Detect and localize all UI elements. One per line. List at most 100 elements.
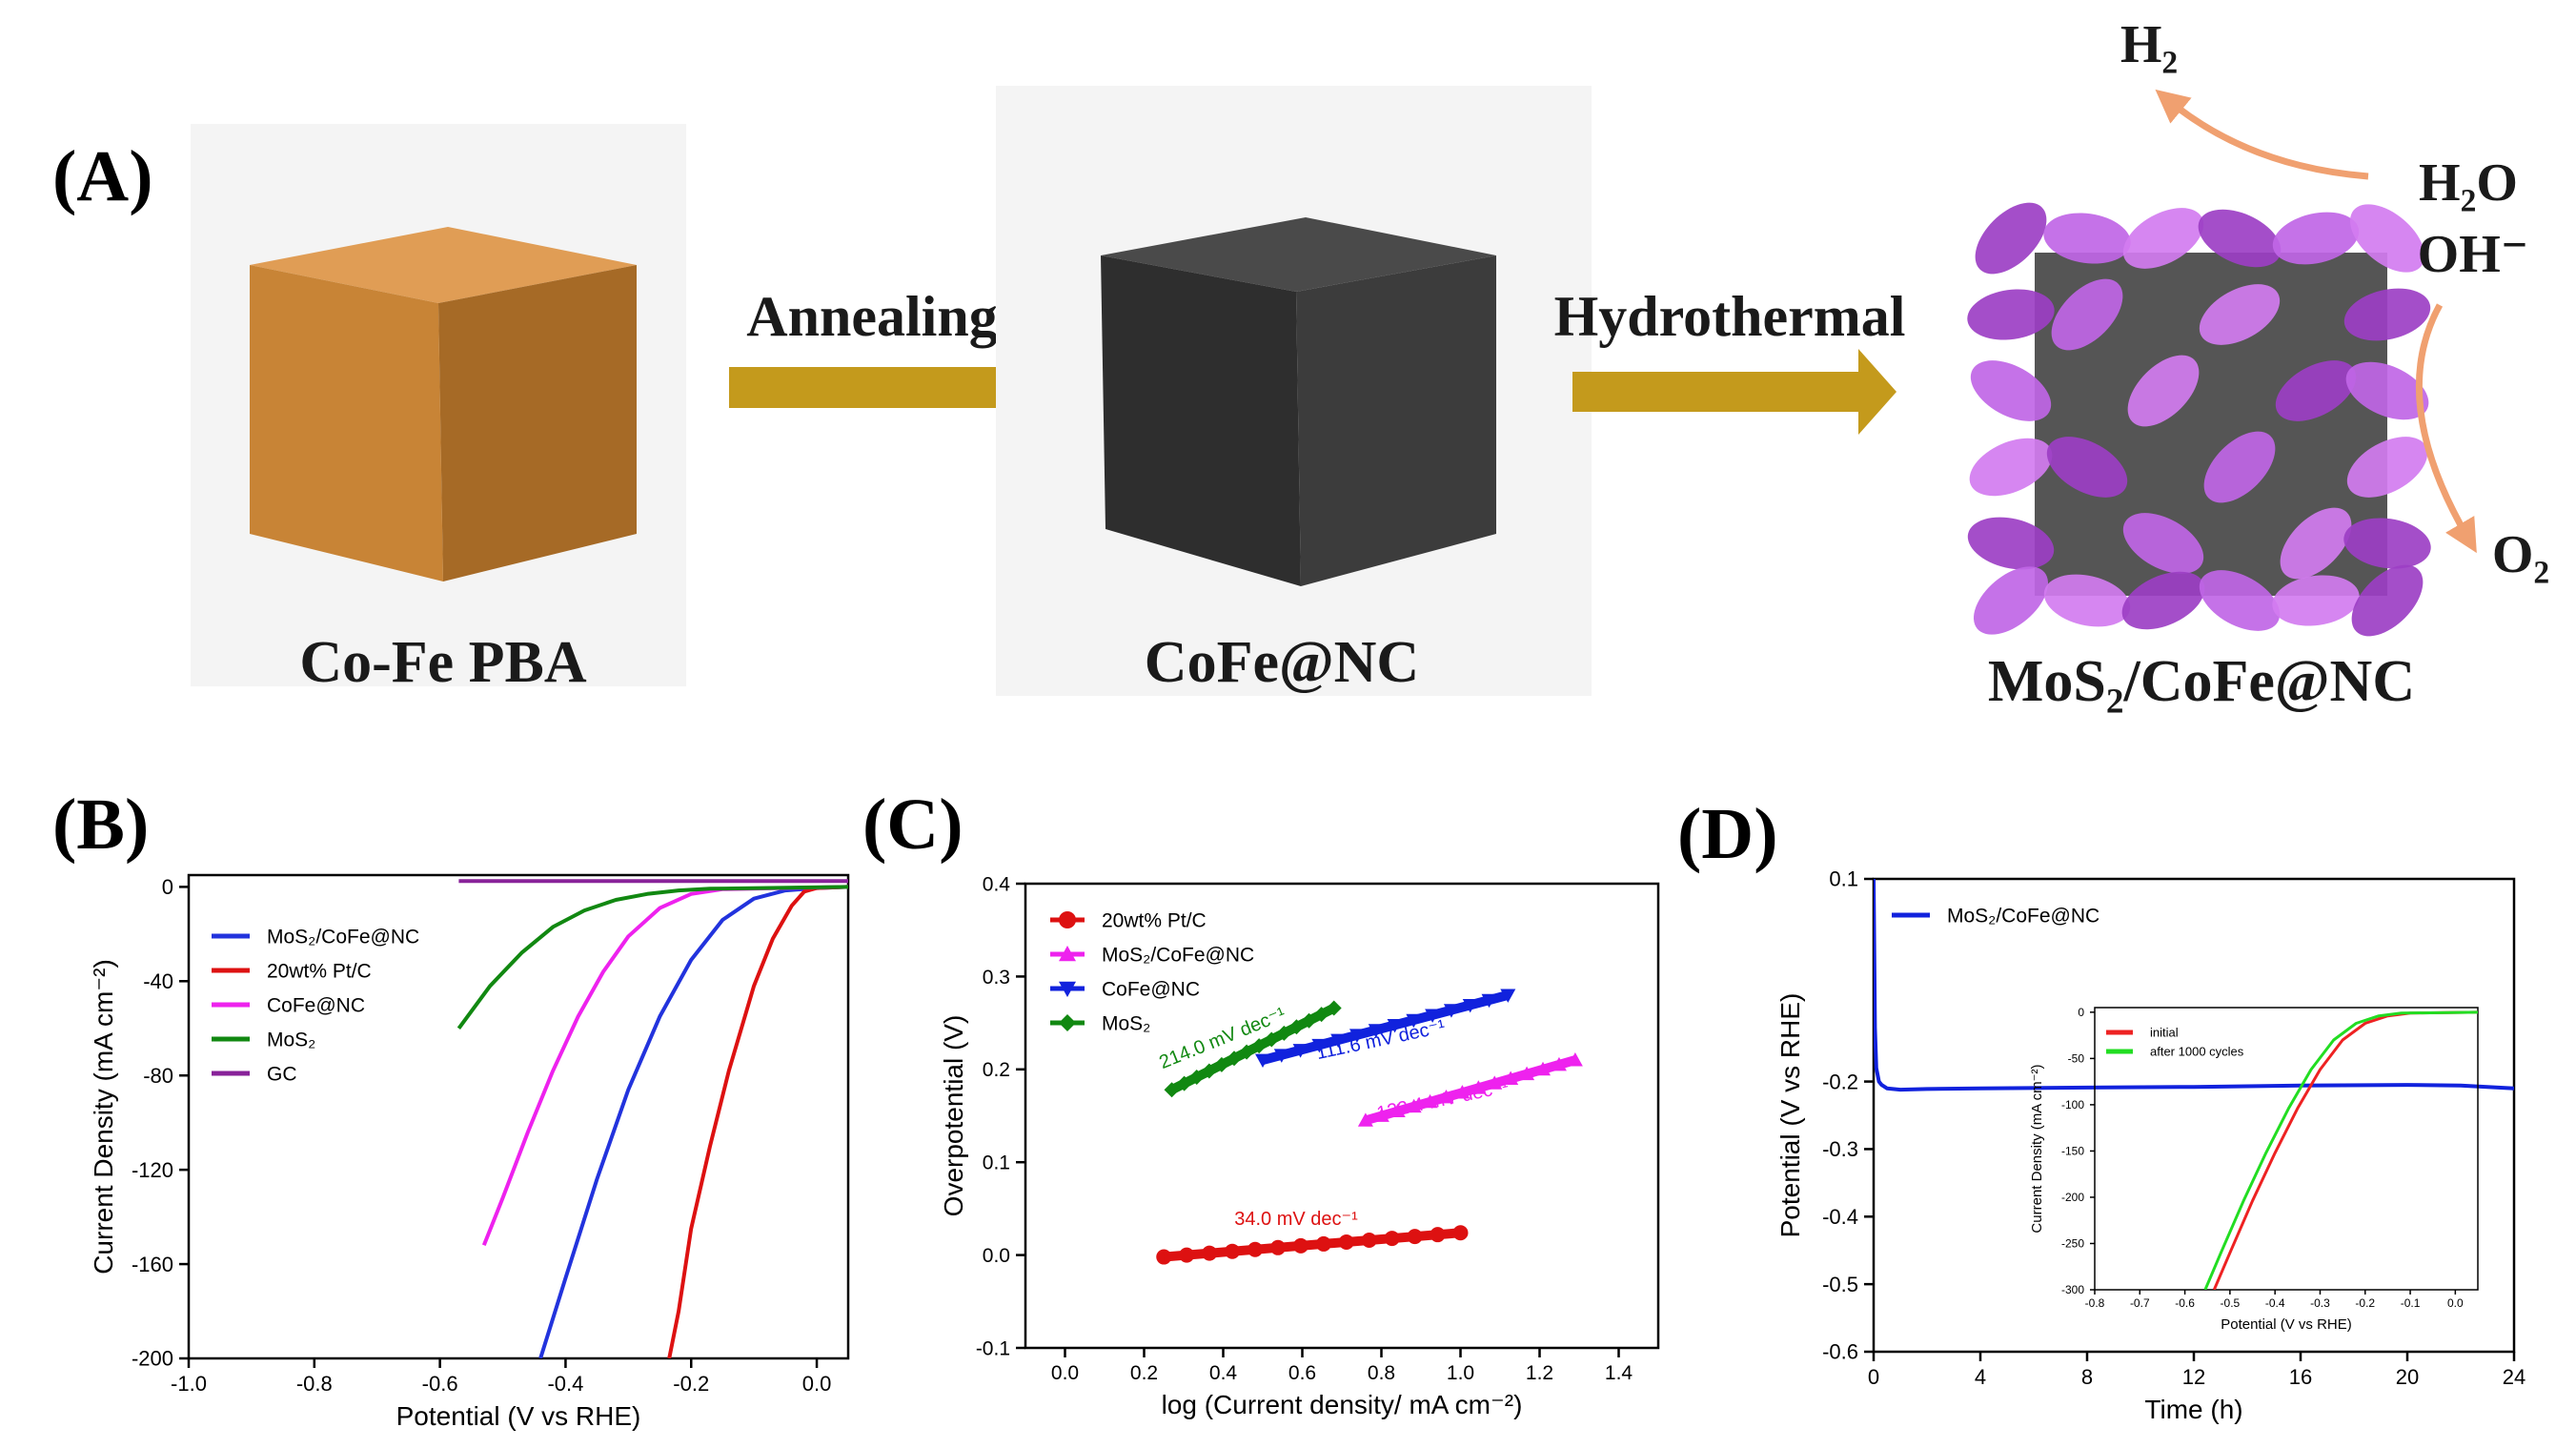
mos2-petal: [1973, 566, 2049, 635]
b-x-tick-label: -0.6: [422, 1372, 458, 1396]
d-x-tick-label: 24: [2503, 1365, 2525, 1389]
mos2-petal: [2272, 212, 2360, 265]
b-y-tick-label: -80: [143, 1064, 173, 1088]
h2o-label: H₂O: [2419, 153, 2518, 213]
mos2-petal: [2043, 574, 2131, 627]
c-fit-line-20wt-pt-c: [1163, 1228, 1461, 1262]
c-annotation-20wt-pt-c: 34.0 mV dec⁻¹: [1234, 1209, 1358, 1230]
b-x-tick-label: -0.4: [547, 1372, 583, 1396]
d-inset-x-tick-label: -0.2: [2355, 1296, 2375, 1310]
d-inset-x-tick-label: -0.7: [2130, 1296, 2150, 1310]
d-inset-x-tick-label: -0.5: [2221, 1296, 2241, 1310]
c-y-tick-label: 0.4: [983, 873, 1011, 895]
c-annotation-mos-cofe-nc: 122.4 mV dec⁻¹: [1375, 1076, 1511, 1125]
pba-cube: [191, 124, 686, 686]
b-x-tick-label: 0.0: [802, 1372, 832, 1396]
c-y-axis-label: Overpotential (V): [939, 1015, 968, 1217]
c-fit-line-mos-: [1169, 1004, 1336, 1094]
c-y-tick-label: 0.2: [983, 1059, 1010, 1081]
c-legend-label: 20wt% Pt/C: [1102, 910, 1207, 932]
b-x-tick-label: -0.8: [296, 1372, 333, 1396]
d-y-tick-label: -0.5: [1822, 1273, 1858, 1296]
c-x-tick-label: 0.6: [1288, 1362, 1316, 1384]
panel-c-label: (C): [862, 785, 963, 865]
b-y-tick-label: -200: [132, 1347, 173, 1371]
d-inset-x-tick-label: -0.4: [2265, 1296, 2285, 1310]
c-x-tick-label: 1.4: [1605, 1362, 1633, 1384]
d-inset-legend-label: after 1000 cycles: [2150, 1045, 2244, 1059]
b-series-cofe-nc: [481, 885, 848, 1247]
mos2-petal: [1969, 438, 2053, 497]
mos2-petal: [2199, 570, 2281, 631]
mos2-petal: [2343, 518, 2431, 569]
d-legend-label: MoS₂/CoFe@NC: [1947, 906, 2099, 928]
d-inset-series-after-1000-cycles: [2203, 1010, 2478, 1290]
d-inset-x-tick-label: -0.1: [2401, 1296, 2421, 1310]
mos2-petal: [2198, 209, 2282, 268]
b-legend-label: CoFe@NC: [267, 995, 365, 1017]
mos2-petal: [2051, 278, 2123, 351]
d-inset-y-tick-label: -50: [2068, 1052, 2085, 1066]
d-x-tick-label: 20: [2396, 1365, 2419, 1389]
c-x-tick-label: 0.4: [1209, 1362, 1238, 1384]
b-series-20wt-pt-c: [667, 885, 848, 1358]
c-y-tick-label: 0.0: [983, 1245, 1010, 1267]
d-x-tick-label: 16: [2289, 1365, 2312, 1389]
b-y-tick-label: -40: [143, 969, 173, 993]
c-x-tick-label: 1.0: [1447, 1362, 1474, 1384]
b-x-axis-label: Potential (V vs RHE): [396, 1401, 641, 1431]
d-inset-series-initial: [2212, 1010, 2478, 1290]
o2-arrow-icon: [2415, 303, 2477, 554]
b-legend-label: MoS₂/CoFe@NC: [267, 927, 419, 948]
mos2-cofe-structure: [1967, 202, 2431, 637]
c-plot-frame: [1024, 882, 1660, 1350]
d-inset-y-tick-label: -300: [2061, 1283, 2084, 1296]
d-y-tick-label: -0.3: [1822, 1137, 1858, 1161]
mos2-petal: [1967, 289, 2055, 340]
d-x-tick-label: 8: [2081, 1365, 2093, 1389]
panel-a: (A) Co-Fe PBA Annealing CoFe@NC Hydrothe…: [52, 15, 2549, 714]
c-y-tick-label: -0.1: [976, 1337, 1010, 1359]
cofe-label: CoFe@NC: [1145, 630, 1419, 695]
mos2-petal: [2343, 288, 2431, 341]
hydrothermal-label: Hydrothermal: [1554, 285, 1906, 348]
d-y-tick-label: -0.4: [1822, 1205, 1858, 1229]
mos2-petal: [2349, 204, 2425, 273]
mos2-petal: [2351, 564, 2424, 637]
d-series-mos-cofe-nc: [1874, 879, 2514, 1092]
d-inset-x-tick-label: 0.0: [2447, 1296, 2464, 1310]
d-y-tick-label: 0.1: [1829, 867, 1858, 891]
c-x-axis-label: log (Current density/ mA cm⁻²): [1162, 1390, 1523, 1419]
c-x-tick-label: 0.8: [1368, 1362, 1395, 1384]
b-x-tick-label: -0.2: [673, 1372, 709, 1396]
b-plot-frame: [187, 873, 850, 1360]
mos2-petal: [2127, 355, 2200, 427]
mos2-petal: [2345, 361, 2429, 420]
d-inset-y-tick-label: -150: [2061, 1145, 2084, 1158]
mos2-petal: [2122, 208, 2204, 269]
mos2-petal: [2275, 360, 2357, 421]
mos2-petal: [2043, 213, 2131, 264]
c-legend-label: CoFe@NC: [1102, 979, 1200, 1001]
annealing-label: Annealing: [746, 285, 997, 348]
c-y-tick-label: 0.1: [983, 1152, 1010, 1174]
b-series-mos-cofe-nc: [538, 885, 848, 1358]
d-inset-x-tick-label: -0.8: [2085, 1296, 2105, 1310]
d-x-axis-label: Time (h): [2144, 1395, 2242, 1424]
mos2-petal: [2272, 575, 2360, 626]
d-plot-frame: [1872, 877, 2516, 1354]
pba-label: Co-Fe PBA: [299, 630, 587, 695]
panel-d: (D) 0 4 8 12 16 20 24 0.1 -0.2 -0.3 -0.4 -0.5 -0.6 Ti…: [1677, 794, 2525, 1424]
d-inset-y-tick-label: -100: [2061, 1098, 2084, 1111]
c-legend-label: MoS₂: [1102, 1013, 1150, 1035]
c-x-tick-label: 0.2: [1130, 1362, 1158, 1384]
c-legend-marker: [1059, 911, 1076, 928]
panel-b-label: (B): [52, 785, 149, 865]
c-fit-line-mos-cofe-nc: [1364, 1055, 1577, 1126]
cofe-cube: [996, 86, 1592, 696]
c-annotation-cofe-nc: 111.6 mV dec⁻¹: [1314, 1016, 1448, 1064]
b-y-tick-label: -160: [132, 1253, 173, 1276]
c-legend-label: MoS₂/CoFe@NC: [1102, 945, 1254, 967]
mos2-petal: [1970, 360, 2052, 421]
